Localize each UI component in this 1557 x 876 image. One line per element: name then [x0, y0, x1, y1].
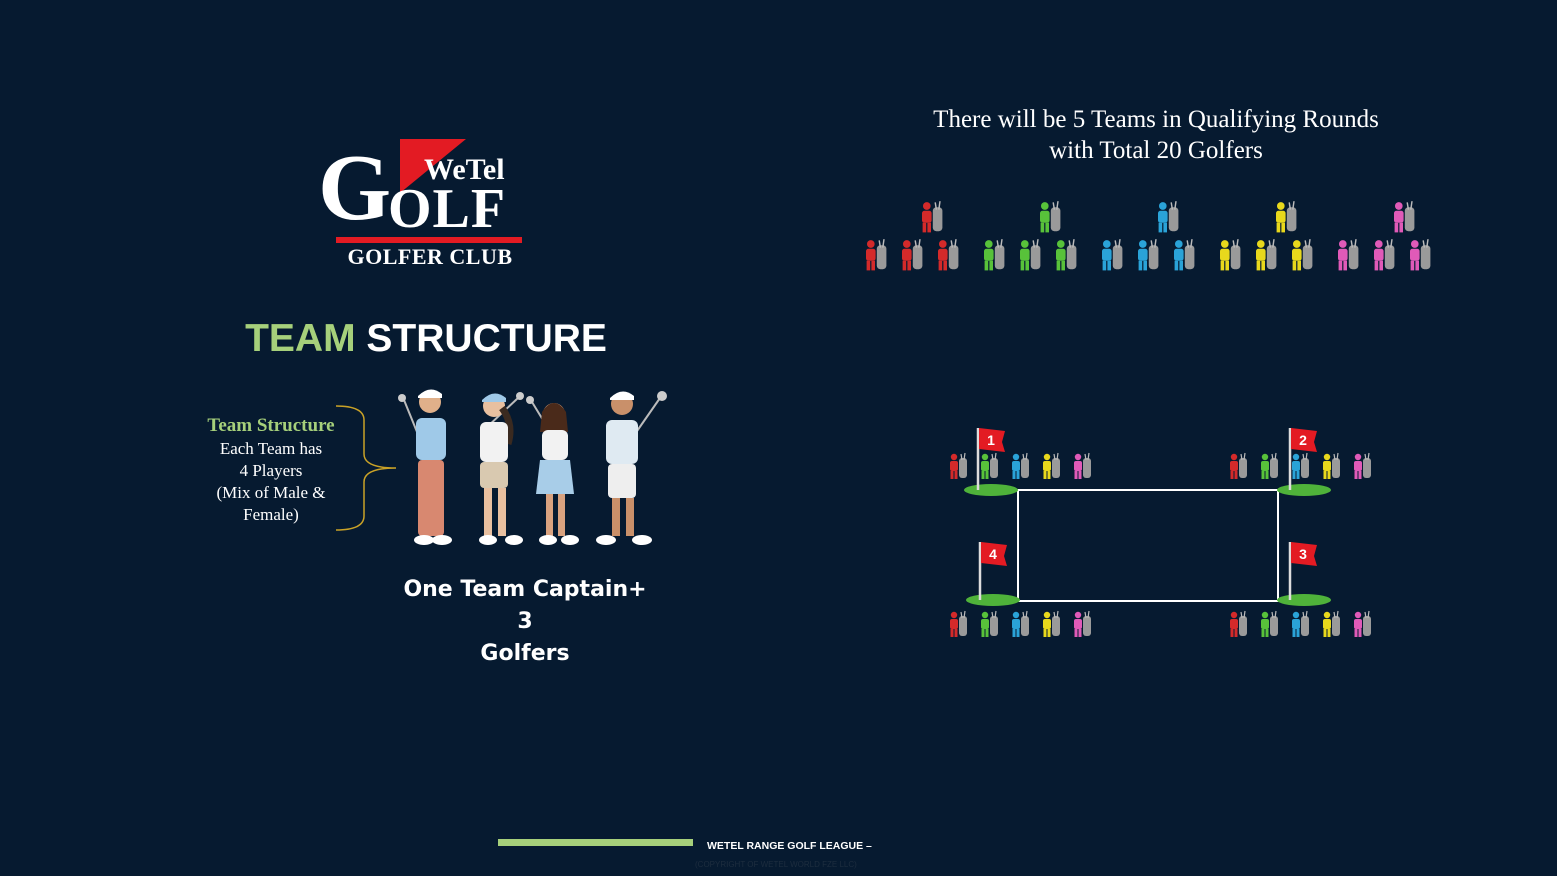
course-diagram: 1 2 3 4 [950, 428, 1371, 637]
golfer-icon [938, 239, 959, 271]
golfer-icon [1043, 452, 1060, 479]
team-structure-note: Team Structure Each Team has 4 Players (… [196, 414, 346, 526]
teams-overview [866, 201, 1431, 271]
logo-wordmark: WeTel [424, 153, 505, 186]
golfer-icon [1394, 201, 1415, 233]
course-route [1017, 489, 1279, 602]
title-word-team: TEAM [245, 317, 356, 360]
golfer-icon [1292, 610, 1309, 637]
logo-olf-letters: OLF [388, 178, 507, 240]
logo-underline [336, 237, 522, 243]
team-group [1220, 201, 1313, 271]
golfer-icon [1354, 452, 1371, 479]
flag-icon: 1 [979, 428, 1005, 452]
intro-line: with Total 20 Golfers [1049, 137, 1263, 164]
wetel-golf-logo: G WeTel OLF GOLFER CLUB [318, 135, 528, 270]
team-structure-line: Each Team has [219, 439, 323, 458]
golfer-icon [1354, 610, 1371, 637]
hole-number: 1 [987, 432, 995, 448]
golfer-icon [1138, 239, 1159, 271]
team-caption: One Team Captain+ 3 Golfers [395, 574, 655, 670]
golfer-icon [1276, 201, 1297, 233]
golfer-figure [479, 392, 524, 545]
right-brace-icon [335, 405, 397, 531]
golfer-icon [866, 239, 887, 271]
team-group [866, 201, 959, 271]
golfer-icon [1410, 239, 1431, 271]
golfer-icon [1323, 452, 1340, 479]
footer-accent-bar [498, 839, 693, 846]
golfer-icon [922, 201, 943, 233]
golfer-icon [1261, 452, 1278, 479]
golfer-icon [1174, 239, 1195, 271]
golfer-icon [950, 610, 967, 637]
hole-2: 2 [1277, 428, 1331, 496]
hole-players-row [1230, 610, 1371, 637]
golfer-icon [1230, 452, 1247, 479]
golfer-icon [902, 239, 923, 271]
hole-players-row [1230, 452, 1371, 479]
team-structure-line: (Mix of Male & [216, 483, 326, 502]
golfer-icon [1230, 610, 1247, 637]
golfer-icon [1338, 239, 1359, 271]
hole-number: 3 [1299, 546, 1307, 562]
golfer-icon [1012, 452, 1029, 479]
golfer-icon [1020, 239, 1041, 271]
golfer-icon [1374, 239, 1395, 271]
golfer-icon [1012, 610, 1029, 637]
hole-4: 4 [966, 542, 1020, 606]
logo-g-letter: G [318, 136, 392, 240]
team-structure-line: Female) [243, 505, 299, 524]
golfer-icon [1102, 239, 1123, 271]
golfer-icon [981, 610, 998, 637]
team-group [1102, 201, 1195, 271]
team-group [1338, 201, 1431, 271]
page-title: TEAM STRUCTURE [190, 316, 662, 362]
flag-icon: 3 [1291, 542, 1317, 566]
golfer-figure [398, 389, 452, 545]
team-structure-title: Team Structure [207, 415, 335, 436]
golfer-figure [526, 396, 579, 545]
golfer-icon [1043, 610, 1060, 637]
golfer-icon [1220, 239, 1241, 271]
hole-players-row [950, 452, 1091, 479]
qualifying-rounds-intro: There will be 5 Teams in Qualifying Roun… [880, 104, 1432, 166]
caption-line: Golfers [480, 641, 570, 666]
logo-subtitle: GOLFER CLUB [347, 244, 513, 269]
golfer-icon [1323, 610, 1340, 637]
golfer-icon [1261, 610, 1278, 637]
team-group [984, 201, 1077, 271]
golfer-icon [1074, 452, 1091, 479]
hole-1: 1 [964, 428, 1018, 496]
flag-icon: 4 [981, 542, 1007, 566]
golfer-icon [1040, 201, 1061, 233]
flag-icon: 2 [1291, 428, 1317, 452]
footer-copyright: (COPYRIGHT OF WETEL WORLD FZE LLC) [695, 860, 857, 869]
title-word-structure: STRUCTURE [366, 317, 607, 360]
golfer-icon [1158, 201, 1179, 233]
hole-3: 3 [1277, 542, 1331, 606]
golfer-icon [984, 239, 1005, 271]
golfer-icon [981, 452, 998, 479]
intro-line: There will be 5 Teams in Qualifying Roun… [933, 106, 1379, 133]
golfer-icon [1074, 610, 1091, 637]
team-structure-line: 4 Players [239, 461, 303, 480]
golfer-icon [1292, 452, 1309, 479]
golfers-group-illustration [398, 389, 667, 545]
hole-number: 4 [989, 546, 997, 562]
logo-flag-icon [400, 139, 466, 193]
hole-players-row [950, 610, 1091, 637]
footer-title: WETEL RANGE GOLF LEAGUE – [707, 840, 872, 852]
golfer-icon [1292, 239, 1313, 271]
golfer-icon [1056, 239, 1077, 271]
caption-line: One Team Captain+ 3 [403, 577, 647, 634]
golfer-icon [950, 452, 967, 479]
hole-number: 2 [1299, 432, 1307, 448]
golfer-figure [596, 391, 667, 545]
golfer-icon [1256, 239, 1277, 271]
